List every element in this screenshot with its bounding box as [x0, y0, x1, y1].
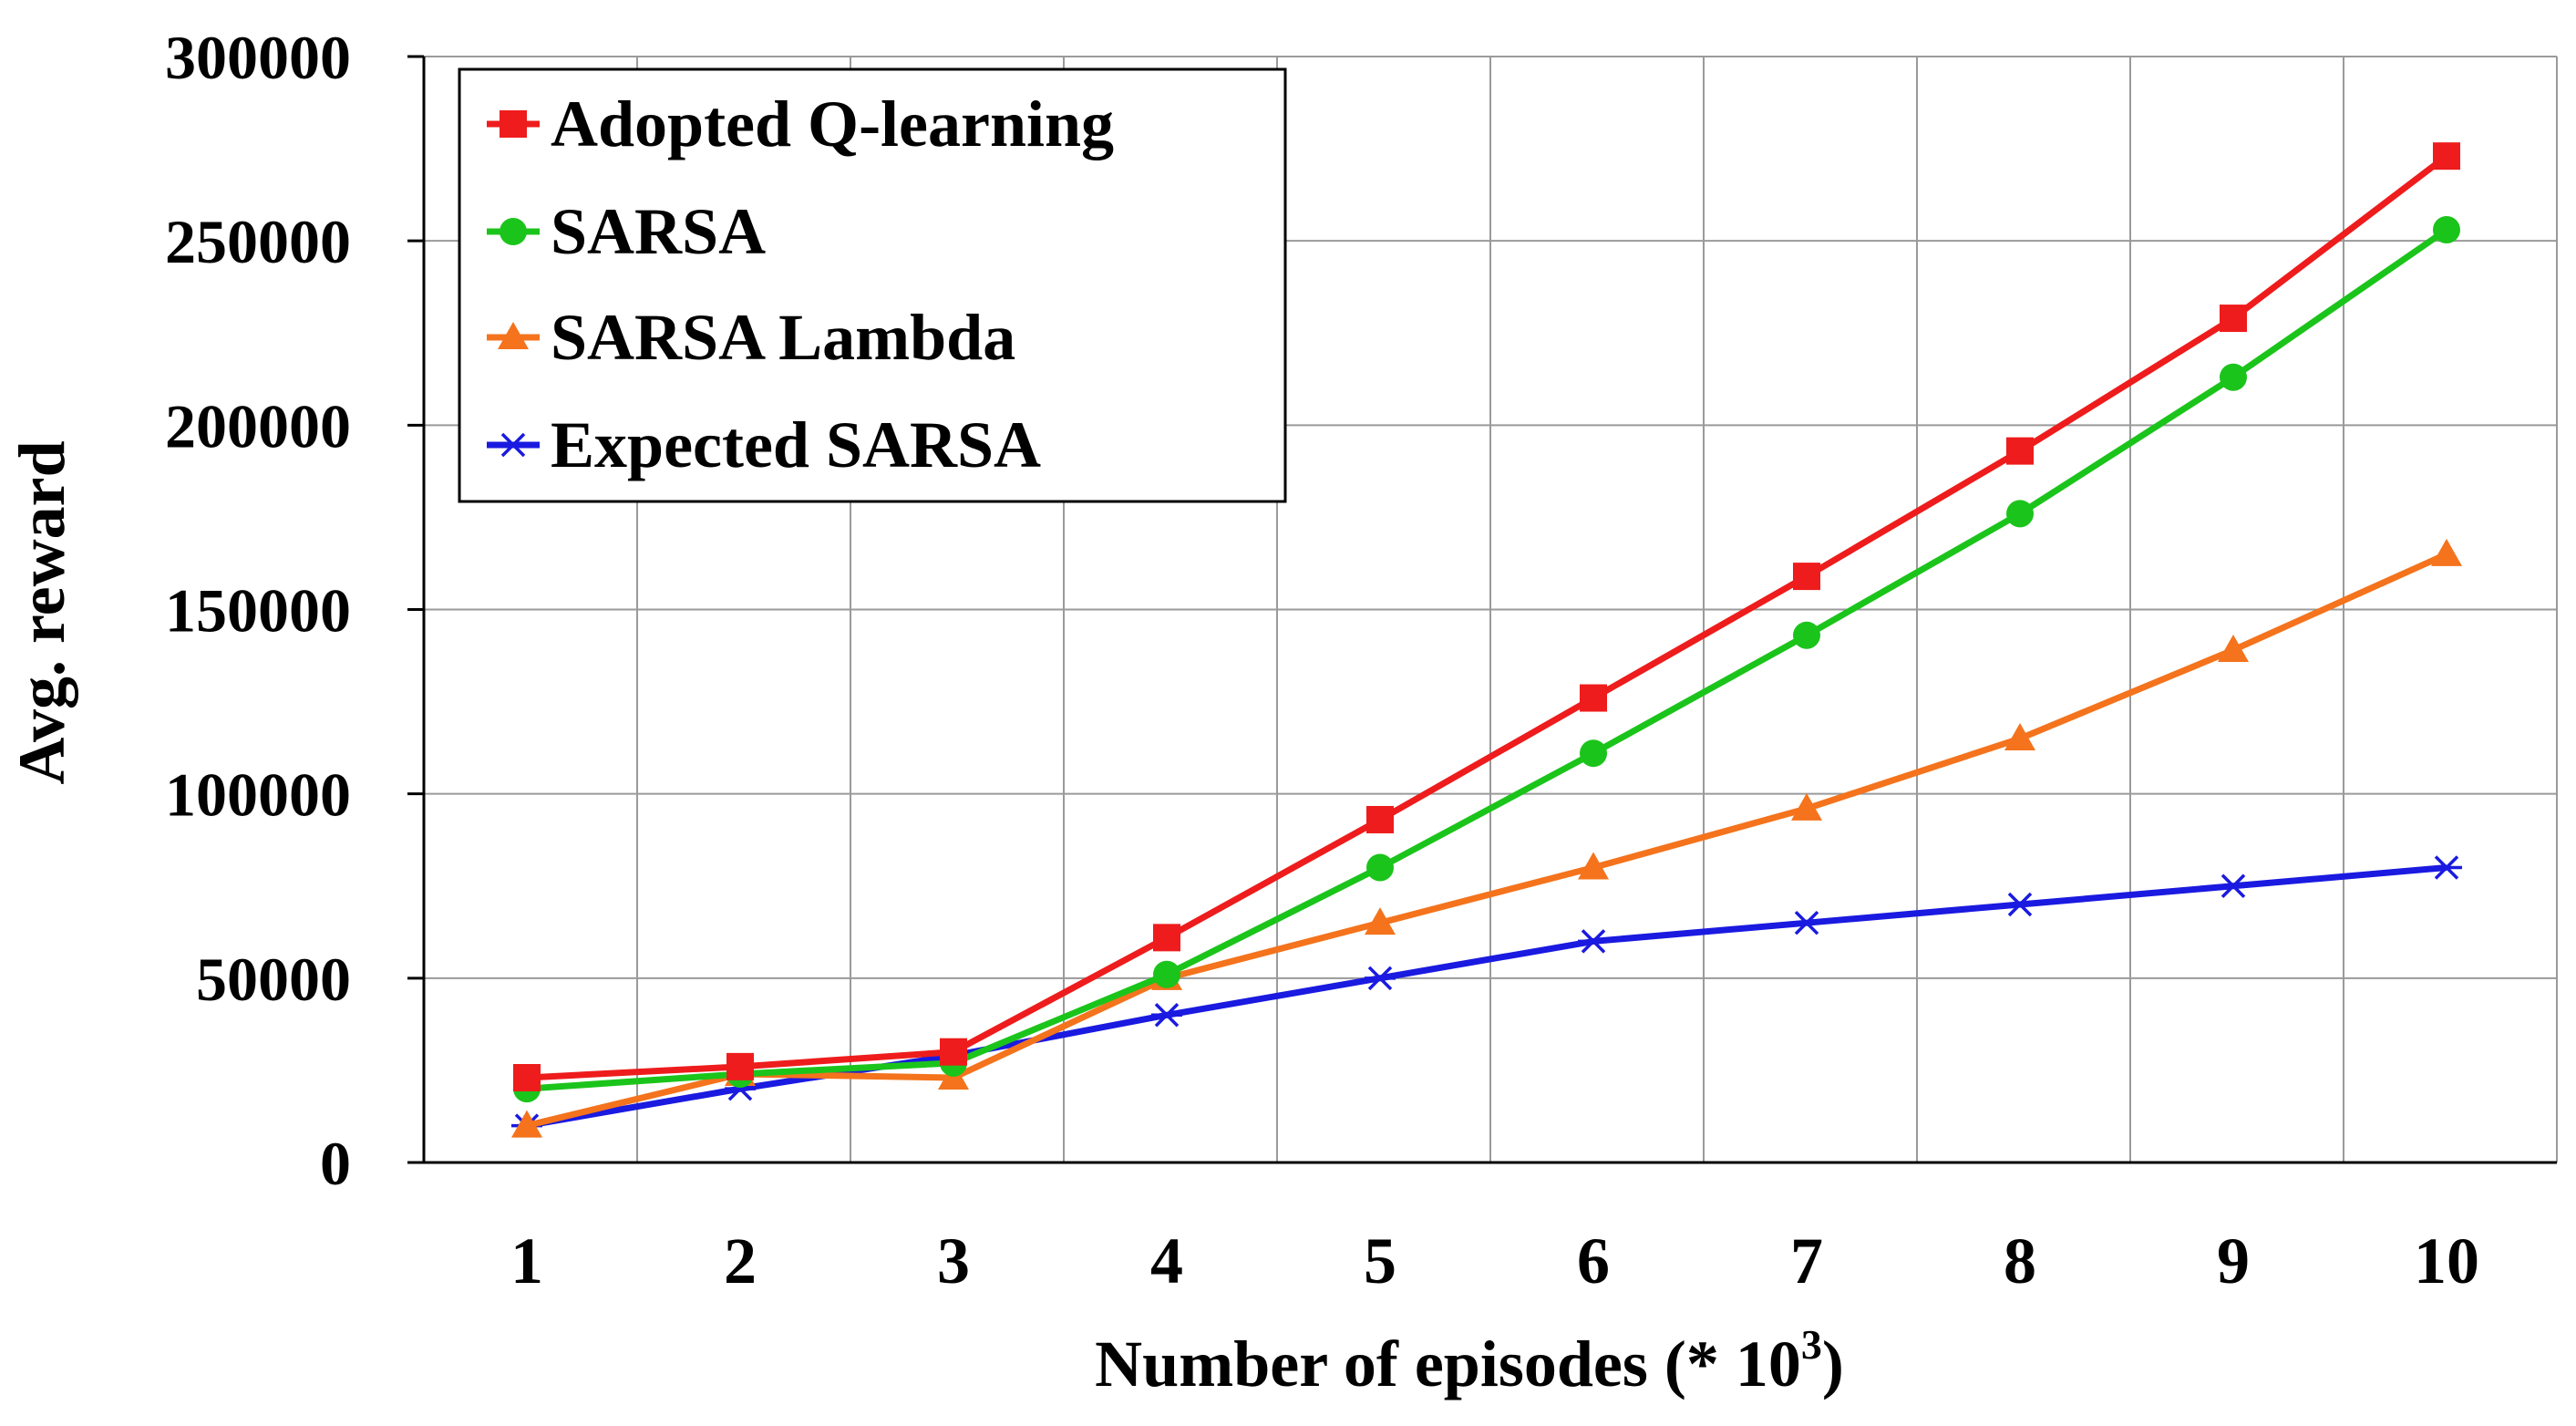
y-tick-label: 150000: [165, 576, 351, 646]
legend-label-sarsa-lambda: SARSA Lambda: [551, 301, 1015, 374]
x-tick-label: 7: [1790, 1224, 1823, 1297]
axes: [407, 55, 2557, 1164]
y-tick-label: 100000: [165, 760, 351, 830]
data-point-adopted-q-learning: [1153, 924, 1180, 952]
x-axis-title: Number of episodes (* 103): [1095, 1321, 1844, 1400]
series-group: [511, 142, 2462, 1138]
legend: Adopted Q-learning SARSA SARSA Lambda Expec…: [458, 67, 1287, 503]
data-point-adopted-q-learning: [1366, 805, 1394, 833]
series-line-sarsa-lambda: [526, 551, 2448, 1129]
legend-swatch-marker-expected-sarsa: [498, 432, 529, 458]
y-tick-label: 250000: [165, 207, 351, 276]
x-axis-title-close: ): [1822, 1328, 1844, 1400]
series-line-sarsa: [526, 227, 2448, 1092]
series-line-expected-sarsa: [526, 864, 2447, 1130]
data-point-sarsa-lambda: [2004, 723, 2035, 751]
x-axis-title-sup: 3: [1801, 1321, 1822, 1368]
legend-swatch-marker-sarsa: [500, 218, 527, 245]
y-tick-label: 300000: [165, 23, 351, 92]
x-tick-label: 9: [2217, 1224, 2250, 1297]
legend-label-expected-sarsa: Expected SARSA: [551, 408, 1041, 481]
data-point-adopted-q-learning: [940, 1038, 967, 1066]
series-adopted-q-learning: [513, 142, 2460, 1092]
data-point-expected-sarsa: [1365, 966, 1396, 991]
data-point-adopted-q-learning: [513, 1064, 541, 1092]
data-point-expected-sarsa: [2218, 873, 2249, 898]
x-tick-label: 5: [1364, 1224, 1396, 1297]
grid: [424, 56, 2558, 1162]
legend-box: [458, 67, 1287, 503]
data-point-expected-sarsa: [1578, 929, 1609, 954]
x-tick-labels: 1 2 3 4 5 6 7 8 9 10: [510, 1224, 2479, 1297]
data-point-sarsa-lambda: [1578, 852, 1609, 880]
legend-label-sarsa: SARSA: [551, 195, 766, 268]
x-tick-label: 4: [1150, 1224, 1183, 1297]
data-point-expected-sarsa: [1791, 910, 1822, 935]
series-sarsa-lambda: [511, 538, 2462, 1138]
data-point-sarsa: [2433, 216, 2460, 244]
data-point-adopted-q-learning: [1580, 684, 1607, 712]
y-tick-label: 50000: [196, 945, 351, 1014]
legend-swatch-marker-sarsa-lambda: [498, 322, 529, 349]
x-tick-label: 3: [937, 1224, 970, 1297]
data-point-adopted-q-learning: [1793, 563, 1820, 591]
data-point-sarsa-lambda: [511, 1110, 542, 1138]
data-point-adopted-q-learning: [2006, 437, 2034, 465]
x-tick-label: 10: [2414, 1224, 2479, 1297]
legend-label-adopted-q-learning: Adopted Q-learning: [551, 88, 1114, 160]
data-point-sarsa: [2220, 363, 2247, 391]
series-expected-sarsa: [511, 855, 2462, 1138]
data-point-sarsa-lambda: [2431, 538, 2462, 566]
data-point-sarsa: [2006, 500, 2034, 528]
data-point-sarsa-lambda: [2218, 634, 2249, 662]
data-point-adopted-q-learning: [2220, 305, 2247, 333]
legend-swatch-marker-adopted-q-learning: [500, 110, 527, 138]
y-tick-label: 0: [320, 1129, 351, 1198]
data-point-expected-sarsa: [1151, 1003, 1182, 1028]
data-point-sarsa: [1793, 621, 1820, 649]
data-point-expected-sarsa: [2431, 855, 2462, 880]
data-point-expected-sarsa: [2004, 892, 2035, 917]
y-axis-title: Avg. reward: [5, 440, 78, 784]
x-axis-title-main: Number of episodes (* 10: [1095, 1328, 1801, 1400]
data-point-sarsa: [1366, 853, 1394, 882]
data-point-adopted-q-learning: [726, 1052, 754, 1080]
series-line-adopted-q-learning: [526, 153, 2449, 1081]
x-tick-label: 2: [724, 1224, 757, 1297]
data-point-adopted-q-learning: [2433, 142, 2460, 170]
y-tick-label: 200000: [165, 391, 351, 460]
data-point-sarsa-lambda: [1365, 907, 1396, 935]
y-tick-labels: 0 50000 100000 150000 200000 250000 300000: [165, 23, 351, 1198]
data-point-sarsa: [1153, 960, 1180, 988]
data-point-sarsa-lambda: [1791, 792, 1822, 821]
x-tick-label: 6: [1577, 1224, 1610, 1297]
x-tick-label: 8: [2004, 1224, 2036, 1297]
data-point-sarsa: [1580, 739, 1607, 768]
x-tick-label: 1: [510, 1224, 543, 1297]
